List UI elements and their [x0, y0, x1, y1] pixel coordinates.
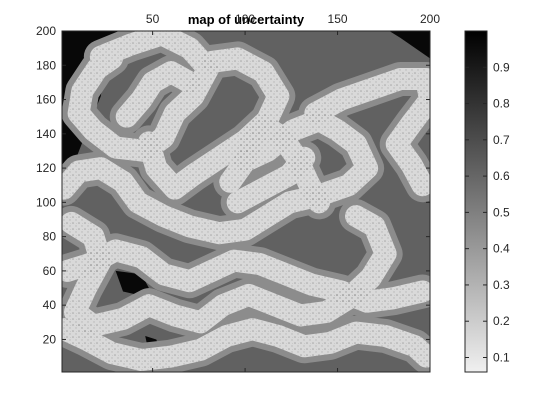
colorbar-tick-label: 0.9 [493, 60, 510, 74]
y-tick-label: 140 [36, 127, 56, 141]
y-tick-label: 160 [36, 93, 56, 107]
band-speckle [304, 67, 430, 197]
colorbar-fill [465, 31, 487, 372]
y-tick-label: 80 [43, 230, 57, 244]
band-speckle [62, 109, 379, 245]
colorbar-tick-label: 0.1 [493, 350, 510, 364]
colorbar-tick-label: 0.8 [493, 97, 510, 111]
colorbar-tick-label: 0.2 [493, 314, 510, 328]
dark-region [389, 31, 430, 59]
colorbar-frame [464, 30, 488, 373]
band-speckle [62, 31, 430, 372]
band-speckle [226, 146, 316, 214]
colorbar-tick-label: 0.5 [493, 205, 510, 219]
x-tick-label: 100 [235, 12, 255, 26]
band-speckle [67, 31, 220, 162]
colorbar-tick-label: 0.4 [493, 242, 510, 256]
x-tick-label: 50 [146, 12, 160, 26]
colorbar-ticks: 0.1 0.2 0.3 0.4 0.5 0.6 0.7 0.8 0.9 [465, 60, 510, 364]
heatmap [62, 31, 430, 372]
band-speckle [62, 205, 397, 337]
band-speckle [62, 318, 430, 372]
x-tick-label: 150 [328, 12, 348, 26]
y-tick-label: 120 [36, 161, 56, 175]
y-tick-label: 200 [36, 24, 56, 38]
x-axis-ticks: 50 100 150 200 [146, 12, 440, 372]
colorbar-tick-label: 0.7 [493, 133, 510, 147]
y-tick-label: 180 [36, 58, 56, 72]
band-speckle [115, 61, 201, 128]
colorbar: 0.1 0.2 0.3 0.4 0.5 0.6 0.7 0.8 0.9 [464, 30, 510, 373]
y-tick-label: 20 [43, 332, 57, 346]
chart-title: map of uncertainty [188, 12, 305, 27]
band-speckle [234, 114, 331, 214]
x-tick-label: 200 [420, 12, 440, 26]
colorbar-tick-label: 0.6 [493, 169, 510, 183]
colorbar-tick-label: 0.3 [493, 278, 510, 292]
y-axis-ticks: 20 40 60 80 100 120 140 160 180 200 [36, 24, 430, 346]
y-tick-label: 40 [43, 298, 57, 312]
y-tick-label: 100 [36, 195, 56, 209]
plot-frame [61, 30, 431, 373]
y-tick-label: 60 [43, 264, 57, 278]
